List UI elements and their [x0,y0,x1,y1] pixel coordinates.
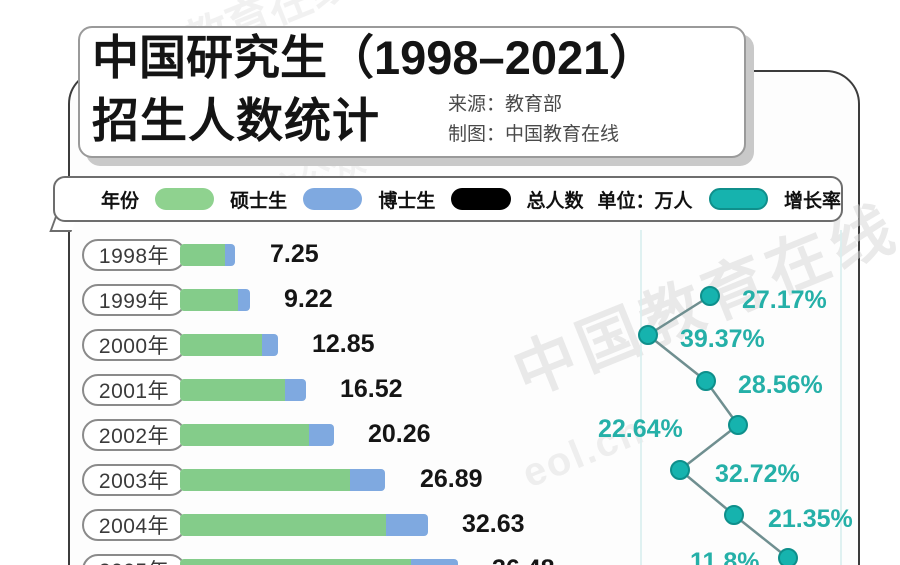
gridline-left [640,230,642,565]
year-pill: 2000年 [82,329,186,361]
growth-marker [696,371,716,391]
legend-year-label: 年份 [101,190,140,212]
stacked-bar [180,559,458,565]
legend-doctor-swatch [303,188,363,210]
growth-marker [670,460,690,480]
credit-source: 来源：教育部 [448,94,563,115]
growth-value-label: 32.72% [715,460,800,488]
year-pill: 2002年 [82,419,186,451]
gridline-right [840,230,842,565]
bar-segment-master [180,244,225,266]
bar-segment-doctor [285,379,306,401]
title-line-2: 招生人数统计 [92,94,380,147]
page-title: 中国研究生（1998–2021） 招生人数统计 [92,26,657,152]
legend-total-swatch [451,188,511,210]
stacked-bar [180,469,385,491]
legend-growth-swatch [708,188,768,210]
year-pill: 2001年 [82,374,186,406]
stacked-bar [180,514,428,536]
legend-doctor-label: 博士生 [378,190,436,212]
chart-plot-area: 1998年 7.25 1999年 9.22 2000年 12.85 2001年 16.52 20… [70,230,860,565]
legend-growth-label: 增长率 [784,190,842,212]
legend-master-swatch [155,188,215,210]
bar-segment-master [180,289,238,311]
stacked-bar [180,379,306,401]
growth-value-label: 22.64% [598,415,683,443]
growth-marker [638,325,658,345]
bar-segment-doctor [309,424,334,446]
stacked-bar [180,289,250,311]
bar-segment-doctor [411,559,458,565]
bar-value-label: 12.85 [312,330,375,358]
bar-segment-master [180,514,386,536]
year-pill: 2005年 [82,554,186,565]
growth-value-label: 39.37% [680,325,765,353]
bar-segment-master [180,559,411,565]
stacked-bar [180,424,334,446]
legend: 年份 硕士生 博士生 总人数 单位：万人 增长率 [53,176,843,222]
bar-value-label: 36.48 [492,555,555,565]
year-pill: 1999年 [82,284,186,316]
growth-marker [728,415,748,435]
bar-segment-doctor [350,469,385,491]
growth-value-label: 21.35% [768,505,853,533]
bar-segment-doctor [386,514,428,536]
bar-segment-master [180,379,285,401]
bar-value-label: 7.25 [270,240,319,268]
bar-segment-doctor [238,289,250,311]
year-pill: 2004年 [82,509,186,541]
legend-total-label: 总人数 [526,190,584,212]
bar-value-label: 16.52 [340,375,403,403]
legend-master-label: 硕士生 [230,190,288,212]
bar-value-label: 9.22 [284,285,333,313]
title-line-1: 中国研究生（1998–2021） [92,31,657,84]
bar-segment-master [180,469,350,491]
growth-marker [700,286,720,306]
year-pill: 1998年 [82,239,186,271]
growth-value-label: 11.8% [690,548,760,565]
bar-segment-doctor [225,244,235,266]
credit-chartby: 制图：中国教育在线 [448,124,620,145]
bar-value-label: 26.89 [420,465,483,493]
year-pill: 2003年 [82,464,186,496]
growth-marker [778,548,798,565]
bar-value-label: 20.26 [368,420,431,448]
growth-value-label: 27.17% [742,286,827,314]
title-box: 中国研究生（1998–2021） 招生人数统计 来源：教育部 制图：中国教育在线 [78,26,746,158]
legend-unit-label: 单位：万人 [597,190,693,212]
growth-marker [724,505,744,525]
stacked-bar [180,334,278,356]
bar-value-label: 32.63 [462,510,525,538]
growth-value-label: 28.56% [738,371,823,399]
stacked-bar [180,244,235,266]
bar-segment-doctor [262,334,278,356]
bar-segment-master [180,424,309,446]
credits: 来源：教育部 制图：中国教育在线 [448,90,619,150]
bar-segment-master [180,334,262,356]
